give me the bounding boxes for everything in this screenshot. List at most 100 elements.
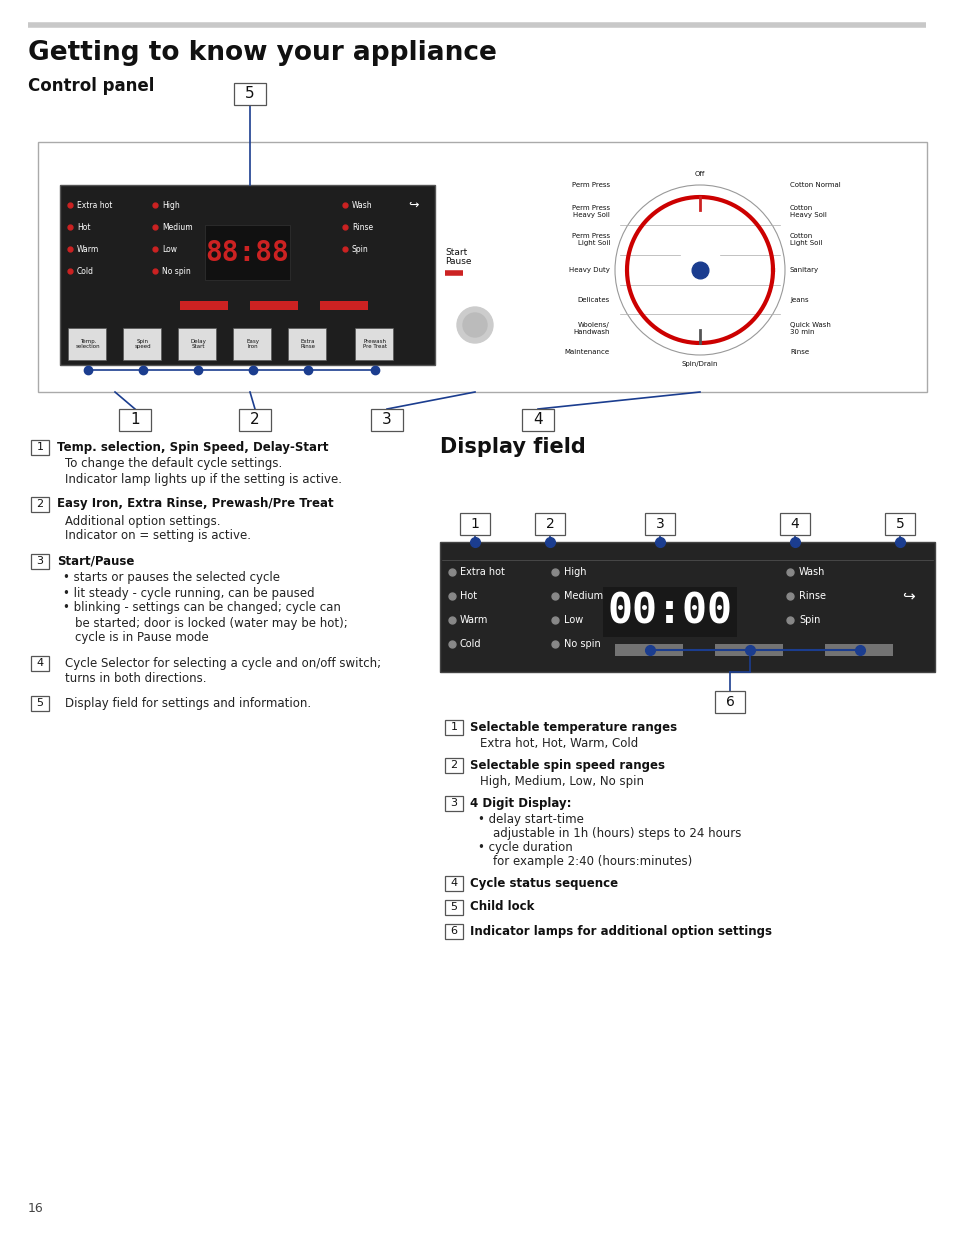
Bar <box>30 656 49 671</box>
Text: 3: 3 <box>450 798 457 808</box>
Text: Temp. selection, Spin Speed, Delay-Start: Temp. selection, Spin Speed, Delay-Start <box>57 441 328 453</box>
Text: 4: 4 <box>790 517 799 531</box>
Text: Additional option settings.: Additional option settings. <box>65 515 220 527</box>
Circle shape <box>462 312 486 337</box>
Text: Perm Press
Light Soil: Perm Press Light Soil <box>571 233 609 247</box>
Text: High: High <box>563 567 586 577</box>
Text: Heavy Duty: Heavy Duty <box>569 267 609 273</box>
Bar <box>68 329 106 359</box>
Text: Selectable spin speed ranges: Selectable spin speed ranges <box>470 758 664 772</box>
Text: Start: Start <box>444 248 467 257</box>
Text: Wash: Wash <box>352 200 373 210</box>
Text: Delay
Start: Delay Start <box>190 338 206 350</box>
Text: Easy
Iron: Easy Iron <box>246 338 259 350</box>
Text: 88:88: 88:88 <box>205 240 289 267</box>
Text: High, Medium, Low, No spin: High, Medium, Low, No spin <box>479 774 643 788</box>
Text: Hot: Hot <box>459 592 476 601</box>
Text: Delicates: Delicates <box>578 296 609 303</box>
Text: Cycle status sequence: Cycle status sequence <box>470 877 618 889</box>
Bar <box>30 695 49 710</box>
Text: Jeans: Jeans <box>789 296 808 303</box>
Bar <box>535 513 564 535</box>
Text: Temp.
selection: Temp. selection <box>75 338 100 350</box>
Bar <box>780 513 809 535</box>
Text: Rinse: Rinse <box>789 350 808 354</box>
Text: be started; door is locked (water may be hot);: be started; door is locked (water may be… <box>75 616 348 630</box>
Text: Hot: Hot <box>77 222 91 231</box>
Text: Spin/Drain: Spin/Drain <box>681 361 718 367</box>
Text: Perm Press
Heavy Soil: Perm Press Heavy Soil <box>571 205 609 219</box>
Bar <box>30 440 49 454</box>
Text: 5: 5 <box>450 902 457 911</box>
Bar <box>30 496 49 511</box>
Bar <box>60 185 435 366</box>
Text: 1: 1 <box>470 517 479 531</box>
Text: Cotton Normal: Cotton Normal <box>789 182 840 188</box>
Text: • delay start-time: • delay start-time <box>477 813 583 825</box>
Bar <box>444 795 462 810</box>
Bar <box>444 720 462 735</box>
Bar <box>180 301 228 310</box>
Text: No spin: No spin <box>563 638 600 650</box>
Text: Extra
Rinse: Extra Rinse <box>300 338 315 350</box>
Text: 2: 2 <box>250 412 259 427</box>
Text: Cycle Selector for selecting a cycle and on/off switch;: Cycle Selector for selecting a cycle and… <box>65 657 381 669</box>
Bar <box>288 329 326 359</box>
Text: Indicator lamp lights up if the setting is active.: Indicator lamp lights up if the setting … <box>65 473 341 485</box>
Text: 1: 1 <box>450 722 457 732</box>
Text: Cotton
Heavy Soil: Cotton Heavy Soil <box>789 205 826 219</box>
Text: • starts or pauses the selected cycle: • starts or pauses the selected cycle <box>63 572 280 584</box>
Text: Spin
speed: Spin speed <box>134 338 152 350</box>
Text: • blinking - settings can be changed; cycle can: • blinking - settings can be changed; cy… <box>63 601 340 615</box>
Bar <box>444 876 462 890</box>
Text: Extra hot: Extra hot <box>77 200 112 210</box>
Text: Cold: Cold <box>459 638 481 650</box>
Text: Cotton
Light Soil: Cotton Light Soil <box>789 233 821 247</box>
Text: 16: 16 <box>28 1202 44 1215</box>
Text: Warm: Warm <box>77 245 99 253</box>
Text: 4: 4 <box>36 658 44 668</box>
Text: Medium: Medium <box>162 222 193 231</box>
Text: High: High <box>162 200 179 210</box>
Bar <box>714 643 782 656</box>
Text: 2: 2 <box>450 760 457 769</box>
Bar <box>123 329 161 359</box>
Text: Spin: Spin <box>352 245 369 253</box>
Text: 5: 5 <box>895 517 903 531</box>
Bar <box>30 553 49 568</box>
Text: 00:00: 00:00 <box>607 592 732 634</box>
Text: Easy Iron, Extra Rinse, Prewash/Pre Treat: Easy Iron, Extra Rinse, Prewash/Pre Trea… <box>57 498 334 510</box>
Text: 3: 3 <box>36 556 44 566</box>
Bar <box>205 225 290 280</box>
Text: Display field for settings and information.: Display field for settings and informati… <box>65 697 311 709</box>
Bar <box>884 513 914 535</box>
Text: Pause: Pause <box>444 257 471 266</box>
Text: ↪: ↪ <box>408 199 418 211</box>
Text: 1: 1 <box>36 442 44 452</box>
Text: 2: 2 <box>36 499 44 509</box>
Text: Rinse: Rinse <box>352 222 373 231</box>
Text: 5: 5 <box>36 698 44 708</box>
Text: No spin: No spin <box>162 267 191 275</box>
Text: 3: 3 <box>382 412 392 427</box>
Text: Warm: Warm <box>459 615 488 625</box>
Bar <box>644 513 675 535</box>
Bar <box>439 542 934 672</box>
Bar <box>371 409 402 431</box>
Text: turns in both directions.: turns in both directions. <box>65 672 206 684</box>
Text: cycle is in Pause mode: cycle is in Pause mode <box>75 631 209 645</box>
Text: Cold: Cold <box>77 267 94 275</box>
Bar <box>444 924 462 939</box>
Text: Off: Off <box>694 170 704 177</box>
Bar <box>459 513 490 535</box>
Text: 6: 6 <box>450 926 457 936</box>
Text: 1: 1 <box>130 412 140 427</box>
Text: adjustable in 1h (hours) steps to 24 hours: adjustable in 1h (hours) steps to 24 hou… <box>477 826 740 840</box>
Text: Spin: Spin <box>799 615 820 625</box>
Text: Indicator lamps for additional option settings: Indicator lamps for additional option se… <box>470 925 771 937</box>
Bar <box>444 899 462 914</box>
Text: Getting to know your appliance: Getting to know your appliance <box>28 40 497 65</box>
Bar <box>444 757 462 773</box>
Bar <box>250 301 297 310</box>
Text: To change the default cycle settings.: To change the default cycle settings. <box>65 457 282 471</box>
